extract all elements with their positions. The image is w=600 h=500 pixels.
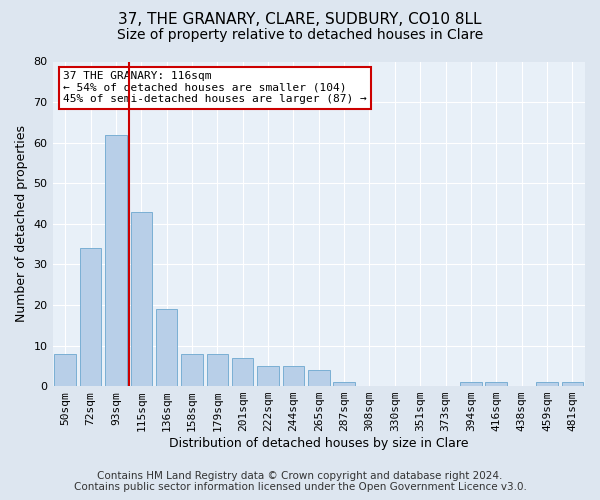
Bar — [156, 309, 178, 386]
Bar — [206, 354, 228, 386]
Bar — [55, 354, 76, 386]
Bar — [460, 382, 482, 386]
Text: 37 THE GRANARY: 116sqm
← 54% of detached houses are smaller (104)
45% of semi-de: 37 THE GRANARY: 116sqm ← 54% of detached… — [63, 71, 367, 104]
Text: Contains HM Land Registry data © Crown copyright and database right 2024.
Contai: Contains HM Land Registry data © Crown c… — [74, 471, 526, 492]
Y-axis label: Number of detached properties: Number of detached properties — [15, 126, 28, 322]
Bar — [334, 382, 355, 386]
Bar — [181, 354, 203, 386]
X-axis label: Distribution of detached houses by size in Clare: Distribution of detached houses by size … — [169, 437, 469, 450]
Text: 37, THE GRANARY, CLARE, SUDBURY, CO10 8LL: 37, THE GRANARY, CLARE, SUDBURY, CO10 8L… — [118, 12, 482, 28]
Bar — [232, 358, 253, 386]
Bar — [536, 382, 558, 386]
Bar — [105, 134, 127, 386]
Bar — [308, 370, 329, 386]
Bar — [562, 382, 583, 386]
Text: Size of property relative to detached houses in Clare: Size of property relative to detached ho… — [117, 28, 483, 42]
Bar — [485, 382, 507, 386]
Bar — [131, 212, 152, 386]
Bar — [283, 366, 304, 386]
Bar — [257, 366, 279, 386]
Bar — [80, 248, 101, 386]
